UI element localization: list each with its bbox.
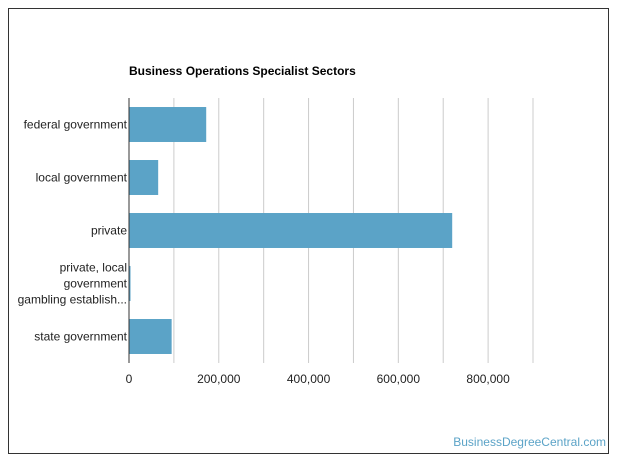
- bars: [129, 107, 453, 354]
- bar: [129, 107, 207, 142]
- bar: [129, 266, 131, 301]
- bar: [129, 160, 159, 195]
- category-label: federal government: [24, 118, 128, 132]
- bar: [129, 319, 172, 354]
- category-label: private: [91, 224, 127, 238]
- category-label: private, local government gambling establi…: [18, 261, 128, 307]
- x-tick-label: 600,000: [377, 372, 421, 386]
- category-label: local government: [36, 171, 128, 185]
- watermark-text: BusinessDegreeCentral.com: [453, 435, 606, 449]
- x-tick-label: 400,000: [287, 372, 331, 386]
- category-label: state government: [34, 330, 127, 344]
- bar: [129, 213, 453, 248]
- x-tick-label: 200,000: [197, 372, 241, 386]
- chart-title: Business Operations Specialist Sectors: [129, 64, 356, 78]
- x-tick-label: 0: [126, 372, 133, 386]
- x-tick-labels: 0 200,000 400,000 600,000 800,000: [126, 372, 510, 386]
- category-labels: federal government local government privat…: [18, 118, 128, 344]
- x-tick-label: 800,000: [466, 372, 510, 386]
